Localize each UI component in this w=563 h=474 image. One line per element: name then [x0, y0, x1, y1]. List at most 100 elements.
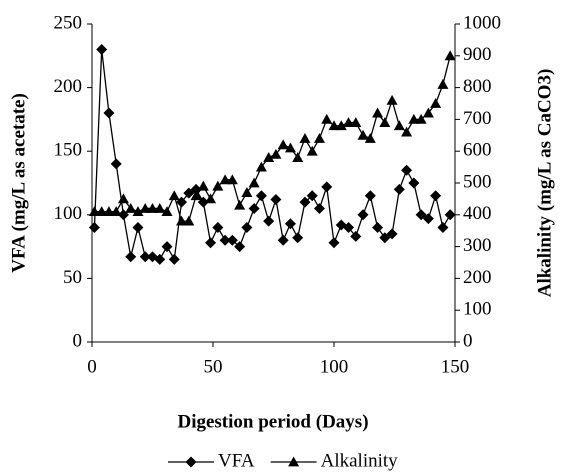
legend-label: Alkalinity [321, 450, 399, 471]
triangle-marker [168, 190, 180, 201]
diamond-marker [313, 202, 325, 214]
triangle-marker [234, 199, 246, 210]
diamond-marker [386, 228, 398, 240]
triangle-marker [117, 193, 129, 204]
x-tick-label: 0 [87, 356, 97, 377]
diamond-marker [357, 209, 369, 221]
triangle-marker [372, 107, 384, 118]
diamond-marker [161, 241, 173, 253]
diamond-marker [110, 158, 122, 170]
diamond-marker [437, 222, 449, 234]
triangle-marker [241, 187, 253, 197]
triangle-marker [212, 180, 224, 191]
triangle-marker [408, 113, 420, 124]
diamond-marker [270, 194, 282, 206]
y-tick-label: 50 [63, 267, 82, 288]
triangle-marker [96, 206, 108, 217]
diamond-marker [226, 234, 238, 246]
triangle-marker [161, 206, 173, 217]
triangle-marker [176, 215, 188, 226]
legend-label: VFA [218, 450, 255, 471]
diamond-marker [117, 209, 129, 221]
triangle-marker [393, 120, 405, 131]
triangle-marker [139, 202, 151, 213]
triangle-marker [277, 139, 289, 150]
diamond-marker [154, 253, 166, 265]
triangle-marker [306, 145, 318, 156]
triangle-marker [357, 129, 369, 140]
diamond-marker [284, 218, 296, 230]
triangle-marker [284, 142, 296, 153]
diamond-marker [185, 456, 197, 468]
y-tick-label: 100 [54, 203, 83, 224]
triangle-marker [299, 132, 311, 143]
series-line [93, 49, 451, 262]
triangle-marker [328, 120, 340, 131]
diamond-marker [350, 230, 362, 242]
diamond-marker [430, 190, 442, 202]
triangle-marker [226, 174, 238, 185]
diamond-marker [306, 190, 318, 202]
diamond-marker [168, 253, 180, 265]
y-tick-label: 250 [54, 12, 83, 33]
y2-tick-label: 900 [463, 44, 492, 65]
diamond-marker [364, 190, 376, 202]
x-tick-label: 50 [204, 356, 223, 377]
triangle-marker [190, 190, 202, 201]
x-tick-label: 100 [320, 356, 349, 377]
triangle-marker [321, 113, 333, 124]
y2-tick-label: 500 [463, 171, 492, 192]
diamond-marker [379, 232, 391, 244]
y-tick-label: 200 [54, 76, 83, 97]
triangle-marker [103, 206, 115, 217]
diamond-marker [96, 43, 108, 55]
y2-tick-label: 400 [463, 203, 492, 224]
triangle-marker [288, 456, 300, 467]
diamond-marker [277, 234, 289, 246]
triangle-marker [422, 107, 434, 118]
diamond-marker [372, 222, 384, 234]
diamond-marker [292, 232, 304, 244]
y-tick-label: 150 [54, 140, 83, 161]
triangle-marker [219, 174, 231, 185]
triangle-marker [313, 132, 325, 143]
triangle-marker [248, 177, 260, 188]
triangle-marker [437, 78, 449, 89]
diamond-marker [321, 181, 333, 193]
triangle-marker [205, 193, 217, 204]
diamond-marker [132, 222, 144, 234]
diamond-marker [125, 251, 137, 263]
y-axis-title: VFA (mg/L as acetate) [8, 93, 29, 273]
triangle-marker [364, 132, 376, 143]
diamond-marker [422, 213, 434, 225]
diamond-marker [263, 215, 275, 227]
y2-tick-label: 1000 [463, 12, 501, 33]
y2-axis-title: Alkalinity (mg/L as CaCO3) [534, 69, 555, 298]
y2-tick-label: 700 [463, 108, 492, 129]
triangle-marker [147, 202, 158, 213]
diamond-marker [255, 190, 267, 202]
x-tick-label: 150 [441, 356, 470, 377]
diamond-marker [343, 222, 355, 234]
diamond-marker [88, 222, 100, 234]
triangle-marker [263, 152, 275, 162]
diamond-marker [212, 222, 224, 234]
triangle-marker [343, 117, 355, 127]
y2-tick-label: 200 [463, 267, 492, 288]
triangle-marker [197, 180, 209, 191]
diamond-marker [241, 222, 253, 234]
y2-tick-label: 800 [463, 76, 492, 97]
diamond-marker [415, 209, 427, 221]
diamond-marker [393, 183, 405, 195]
x-axis-title: Digestion period (Days) [177, 411, 368, 432]
y2-tick-label: 0 [463, 330, 473, 351]
y2-tick-label: 100 [463, 299, 492, 320]
diamond-marker [183, 187, 195, 199]
triangle-marker [379, 117, 391, 127]
triangle-marker [132, 206, 144, 217]
y2-tick-label: 300 [463, 235, 492, 256]
diamond-marker [299, 196, 311, 208]
diamond-marker [401, 164, 413, 176]
diamond-marker [139, 251, 151, 263]
